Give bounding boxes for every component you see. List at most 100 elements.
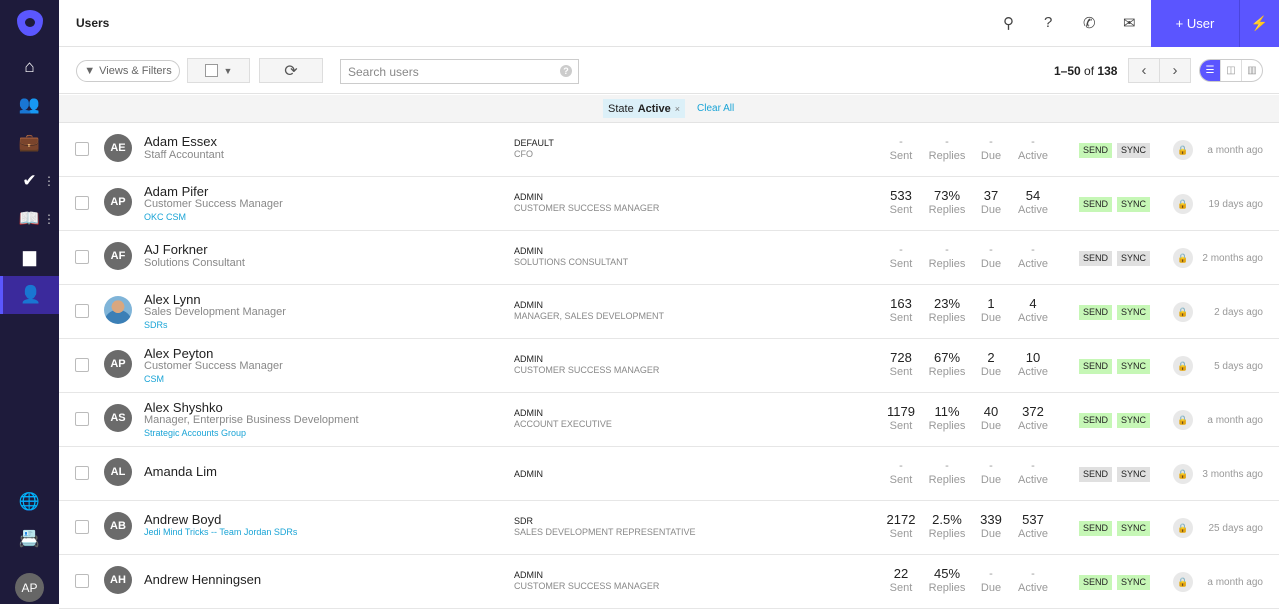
current-user-avatar[interactable]: AP xyxy=(15,573,44,602)
table-row[interactable]: AF AJ Forkner Solutions Consultant ADMIN SOL… xyxy=(59,231,1279,285)
stat-value: 537 xyxy=(1022,512,1044,527)
list-view-icon[interactable]: ☰ xyxy=(1200,60,1220,81)
table-row[interactable]: AP Alex Peyton Customer Success Manager CSM… xyxy=(59,339,1279,393)
lock-icon[interactable]: 🔒 xyxy=(1173,248,1193,268)
sidebar-item-globe[interactable]: 🌐 xyxy=(0,483,59,521)
stat-value: 2 xyxy=(987,350,995,365)
row-checkbox[interactable] xyxy=(75,574,89,588)
globe-icon: 🌐 xyxy=(18,492,41,511)
row-checkbox[interactable] xyxy=(75,412,89,426)
stat-value: 40 xyxy=(983,404,999,419)
prev-page-button[interactable]: ‹ xyxy=(1141,62,1147,79)
stat-label: Replies xyxy=(928,474,966,486)
sidebar-item-contact[interactable]: 📇 xyxy=(0,520,59,558)
views-filters-button[interactable]: ▼ Views & Filters xyxy=(76,60,180,82)
user-tags[interactable]: Jedi Mind Tricks -- Team Jordan SDRs xyxy=(144,527,298,537)
row-checkbox[interactable] xyxy=(75,358,89,372)
stat-label: Sent xyxy=(889,150,913,162)
sidebar-item-library[interactable]: 📖 ⋮ xyxy=(0,200,59,238)
checkbox[interactable] xyxy=(204,64,218,77)
user-tags[interactable]: Strategic Accounts Group xyxy=(144,428,247,438)
bolt-icon[interactable]: ⚡ xyxy=(1239,0,1279,47)
table-row[interactable]: AS Alex Shyshko Manager, Enterprise Busine… xyxy=(59,393,1279,447)
sidebar-item-users[interactable]: 👤 xyxy=(0,276,59,314)
help-icon[interactable]: ? xyxy=(1044,14,1053,31)
mail-icon[interactable]: ✉ xyxy=(1123,15,1136,32)
send-badge: SEND xyxy=(1079,467,1113,482)
filter-label: State xyxy=(608,102,634,115)
sidebar-item-tasks[interactable]: ✔ ⋮ xyxy=(0,162,59,200)
row-checkbox[interactable] xyxy=(75,304,89,318)
stat-value: - xyxy=(1031,460,1035,472)
row-checkbox[interactable] xyxy=(75,196,89,210)
lock-icon[interactable]: 🔒 xyxy=(1173,410,1193,430)
sidebar-item-reports[interactable]: ▆ xyxy=(0,238,59,276)
user-tags[interactable]: CSM xyxy=(144,374,164,384)
stat-replies: 23% Replies xyxy=(922,297,972,325)
user-name: Alex Peyton xyxy=(144,346,214,361)
last-active: 2 days ago xyxy=(1214,307,1263,318)
sidebar-item-home[interactable]: ⌂ xyxy=(0,48,59,86)
table-row[interactable]: AL Amanda Lim ADMIN - Sent - Replies - Due - Activ… xyxy=(59,447,1279,501)
sidebar-item-briefcase[interactable]: 💼 xyxy=(0,124,59,162)
table-row[interactable]: AB Andrew Boyd Jedi Mind Tricks -- Team Jo… xyxy=(59,501,1279,555)
stat-sent: 533 Sent xyxy=(876,189,926,217)
select-all-dropdown[interactable]: ▼ xyxy=(187,58,250,83)
stat-label: Due xyxy=(980,312,1002,324)
close-icon[interactable]: × xyxy=(674,103,680,114)
user-name: Amanda Lim xyxy=(144,464,217,479)
header: Users ⚲ ? ✆ ✉ + User ⚡ xyxy=(59,0,1279,47)
filter-chip[interactable]: State Active × xyxy=(603,99,685,118)
app-logo[interactable] xyxy=(17,10,43,36)
user-tags[interactable]: SDRs xyxy=(144,320,168,330)
lock-icon[interactable]: 🔒 xyxy=(1173,518,1193,538)
sidebar-item-people[interactable]: 👥 xyxy=(0,86,59,124)
last-active: 3 months ago xyxy=(1202,469,1263,480)
stat-value: 45% xyxy=(933,566,961,581)
table-row[interactable]: AH Andrew Henningsen ADMIN CUSTOMER SUCCESS… xyxy=(59,555,1279,609)
search-icon[interactable]: ⚲ xyxy=(1003,15,1014,32)
user-role-detail: CFO xyxy=(514,149,533,159)
row-checkbox[interactable] xyxy=(75,142,89,156)
lock-icon[interactable]: 🔒 xyxy=(1173,572,1193,592)
chart-view-icon[interactable]: ▥ xyxy=(1241,60,1262,81)
avatar: AP xyxy=(104,350,132,378)
avatar: AS xyxy=(104,404,132,432)
user-name: Adam Essex xyxy=(144,134,217,149)
user-title: Sales Development Manager xyxy=(144,306,286,318)
row-checkbox[interactable] xyxy=(75,466,89,480)
next-page-button[interactable]: › xyxy=(1159,59,1190,82)
table-row[interactable]: Alex Lynn Sales Development Manager SDRs AD… xyxy=(59,285,1279,339)
stat-value: - xyxy=(899,136,903,148)
briefcase-icon: 💼 xyxy=(18,133,41,152)
search-input[interactable] xyxy=(340,59,579,84)
lock-icon[interactable]: 🔒 xyxy=(1173,302,1193,322)
row-checkbox[interactable] xyxy=(75,520,89,534)
row-checkbox[interactable] xyxy=(75,250,89,264)
stat-value: 339 xyxy=(980,512,1002,527)
stat-value: - xyxy=(1031,136,1035,148)
lock-icon[interactable]: 🔒 xyxy=(1173,464,1193,484)
user-role: DEFAULT xyxy=(514,138,554,148)
split-view-icon[interactable]: ◫ xyxy=(1220,60,1241,81)
clear-all-link[interactable]: Clear All xyxy=(697,103,735,114)
table-row[interactable]: AP Adam Pifer Customer Success Manager OKC … xyxy=(59,177,1279,231)
lock-icon[interactable]: 🔒 xyxy=(1173,194,1193,214)
refresh-button[interactable]: ⟳ xyxy=(259,58,323,83)
lock-icon[interactable]: 🔒 xyxy=(1173,140,1193,160)
stat-value: - xyxy=(989,460,993,472)
search-help-icon[interactable]: ? xyxy=(560,65,572,77)
more-icon[interactable]: ⋮ xyxy=(43,174,55,188)
table-row[interactable]: AE Adam Essex Staff Accountant DEFAULT CFO - S… xyxy=(59,123,1279,177)
user-title: Customer Success Manager xyxy=(144,198,283,210)
stat-value: 67% xyxy=(933,350,961,365)
stat-label: Sent xyxy=(889,582,913,594)
user-role: ADMIN xyxy=(514,246,543,256)
lock-icon[interactable]: 🔒 xyxy=(1173,356,1193,376)
avatar: AE xyxy=(104,134,132,162)
sync-badge: SYNC xyxy=(1117,305,1151,320)
more-icon[interactable]: ⋮ xyxy=(43,212,55,226)
user-tags[interactable]: OKC CSM xyxy=(144,212,187,222)
add-user-button[interactable]: + User xyxy=(1151,0,1239,47)
phone-icon[interactable]: ✆ xyxy=(1083,15,1096,32)
